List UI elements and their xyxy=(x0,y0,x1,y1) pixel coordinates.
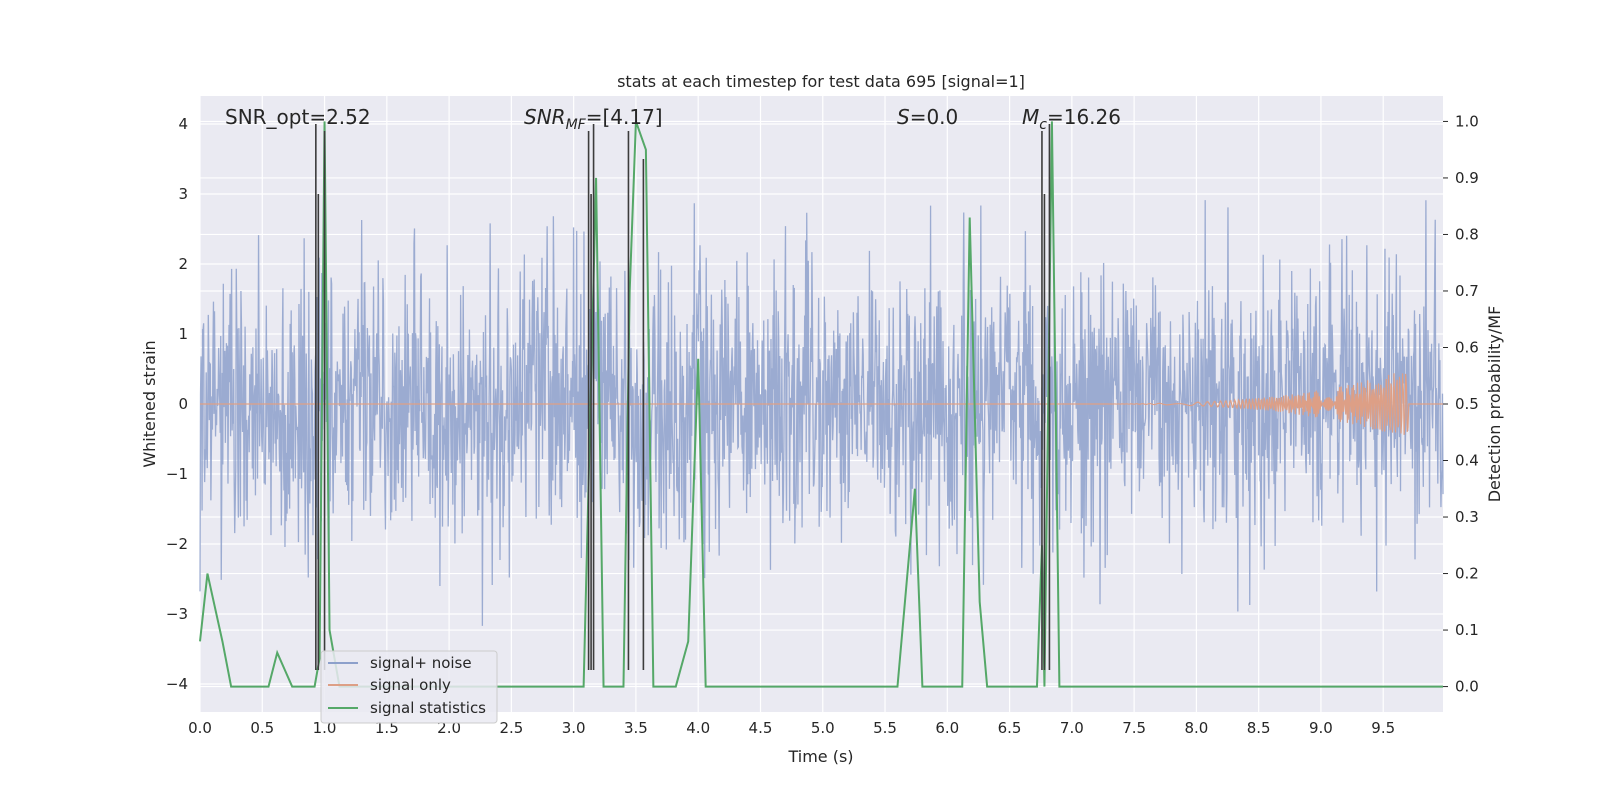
annotation-snr-mf: SNRMF=[4.17] xyxy=(524,105,663,133)
left-y-tick-label: −2 xyxy=(166,535,188,553)
x-tick-label: 5.0 xyxy=(811,719,835,737)
right-y-tick-label: 0.6 xyxy=(1455,338,1479,356)
detection-marker-lines xyxy=(315,124,1051,670)
annotation-snr-mf-subscript: MF xyxy=(566,117,587,133)
legend: signal+ noise signal only signal statist… xyxy=(320,650,498,724)
signal-only-series xyxy=(200,373,1443,435)
x-tick-label: 7.5 xyxy=(1122,719,1146,737)
left-y-tick-label: −1 xyxy=(166,465,188,483)
right-y-tick-label: 0.5 xyxy=(1455,395,1479,413)
annotation-snr-opt: SNR_opt=2.52 xyxy=(225,105,371,129)
legend-label-signal-noise: signal+ noise xyxy=(370,654,472,672)
x-tick-label: 3.0 xyxy=(562,719,586,737)
left-y-axis-label: Whitened strain xyxy=(140,340,159,467)
annotation-mc-subscript: c xyxy=(1039,117,1047,133)
signal-noise-series xyxy=(199,200,1444,626)
signal-statistics-series xyxy=(199,121,1443,688)
x-tick-label: 5.5 xyxy=(873,719,897,737)
annotation-mc-symbol: M xyxy=(1022,105,1039,129)
annotation-s: S=0.0 xyxy=(897,105,958,129)
x-tick-label: 9.0 xyxy=(1309,719,1333,737)
right-y-tick-label: 0.4 xyxy=(1455,452,1479,470)
annotation-snr-mf-value: =[4.17] xyxy=(586,105,663,129)
signal-noise-line xyxy=(199,200,1444,626)
left-y-axis-ticks: 4 3 2 1 0 −1 −2 −3 −4 xyxy=(166,115,188,693)
left-y-tick-label: 4 xyxy=(178,115,188,133)
x-tick-label: 6.0 xyxy=(935,719,959,737)
signal-statistics-line xyxy=(199,121,1443,688)
x-tick-label: 4.5 xyxy=(749,719,773,737)
x-tick-label: 2.5 xyxy=(499,719,523,737)
right-y-tick-label: 0.7 xyxy=(1455,282,1479,300)
right-y-tick-label: 1.0 xyxy=(1455,112,1479,130)
annotation-s-value: =0.0 xyxy=(910,105,959,129)
legend-box xyxy=(320,650,498,724)
x-tick-label: 3.5 xyxy=(624,719,648,737)
left-y-tick-label: 2 xyxy=(178,255,188,273)
right-y-tick-label: 0.2 xyxy=(1455,565,1479,583)
annotation-mc-value: =16.26 xyxy=(1047,105,1121,129)
x-tick-label: 9.5 xyxy=(1371,719,1395,737)
right-y-tick-label: 0.0 xyxy=(1455,678,1479,696)
left-y-tick-label: 3 xyxy=(178,185,188,203)
chart-title: stats at each timestep for test data 695… xyxy=(617,72,1025,91)
x-tick-label: 7.0 xyxy=(1060,719,1084,737)
right-y-tick-label: 0.9 xyxy=(1455,169,1479,187)
x-tick-label: 8.5 xyxy=(1247,719,1271,737)
x-tick-label: 0.5 xyxy=(250,719,274,737)
left-y-tick-label: 0 xyxy=(178,395,188,413)
x-tick-label: 0.0 xyxy=(188,719,212,737)
right-y-tick-label: 0.1 xyxy=(1455,621,1479,639)
x-tick-label: 4.0 xyxy=(686,719,710,737)
x-axis-label: Time (s) xyxy=(787,747,853,766)
x-axis-ticks: 0.0 0.5 1.0 1.5 2.0 2.5 3.0 3.5 4.0 4.5 5.0 5.5 6.0 6… xyxy=(188,719,1395,737)
right-y-axis-ticks: 1.0 0.9 0.8 0.7 0.6 0.5 0.4 0.3 0.2 0.1 0.0 xyxy=(1443,112,1479,696)
annotation-s-symbol: S xyxy=(897,105,910,129)
left-y-tick-label: −4 xyxy=(166,675,188,693)
x-tick-label: 6.5 xyxy=(998,719,1022,737)
left-y-tick-label: 1 xyxy=(178,325,188,343)
left-y-tick-label: −3 xyxy=(166,605,188,623)
right-y-tick-label: 0.8 xyxy=(1455,225,1479,243)
legend-label-signal-only: signal only xyxy=(370,676,451,694)
right-y-tick-label: 0.3 xyxy=(1455,508,1479,526)
signal-only-line xyxy=(200,373,1443,435)
legend-label-signal-statistics: signal statistics xyxy=(370,699,486,717)
annotation-snr-mf-symbol: SNR xyxy=(524,105,566,129)
right-y-axis-label: Detection probability/MF xyxy=(1485,306,1504,503)
annotation-mc: Mc=16.26 xyxy=(1022,105,1121,133)
x-tick-label: 8.0 xyxy=(1184,719,1208,737)
